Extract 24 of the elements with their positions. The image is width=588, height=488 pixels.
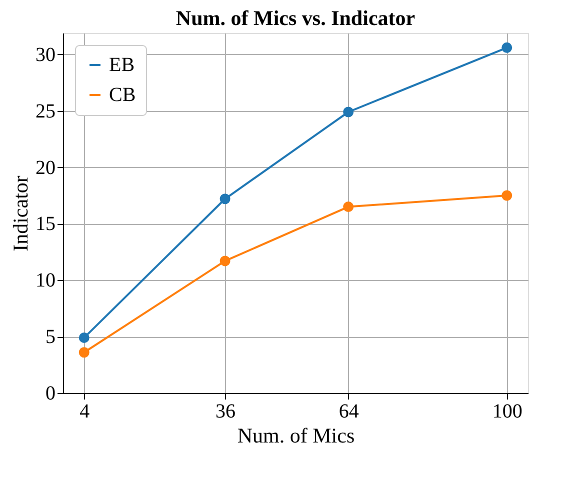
x-tick-label: 4 (80, 400, 90, 422)
legend-label: CB (109, 84, 136, 106)
point (220, 256, 230, 266)
y-tick-label: 10 (36, 270, 56, 292)
y-axis-title: Indicator (8, 176, 32, 252)
y-tick-label: 15 (36, 213, 56, 236)
y-tick-label: 30 (36, 44, 56, 66)
y-tick-label: 20 (36, 156, 56, 179)
point (343, 106, 354, 118)
point (502, 190, 512, 201)
x-tick-label: 36 (216, 400, 236, 422)
point (502, 42, 512, 53)
point (78, 347, 90, 358)
point (220, 194, 230, 204)
point (78, 332, 90, 343)
x-tick-label: 100 (492, 400, 522, 422)
y-tick-label: 25 (36, 100, 56, 122)
legend-label: EB (109, 54, 135, 76)
y-tick-label: 5 (46, 326, 56, 348)
point (343, 202, 354, 212)
x-axis-title: Num. of Mics (237, 424, 355, 448)
x-tick-label: 64 (338, 400, 359, 422)
y-tick-label: 0 (46, 382, 56, 404)
chart-title: Num. of Mics vs. Indicator (176, 6, 416, 30)
